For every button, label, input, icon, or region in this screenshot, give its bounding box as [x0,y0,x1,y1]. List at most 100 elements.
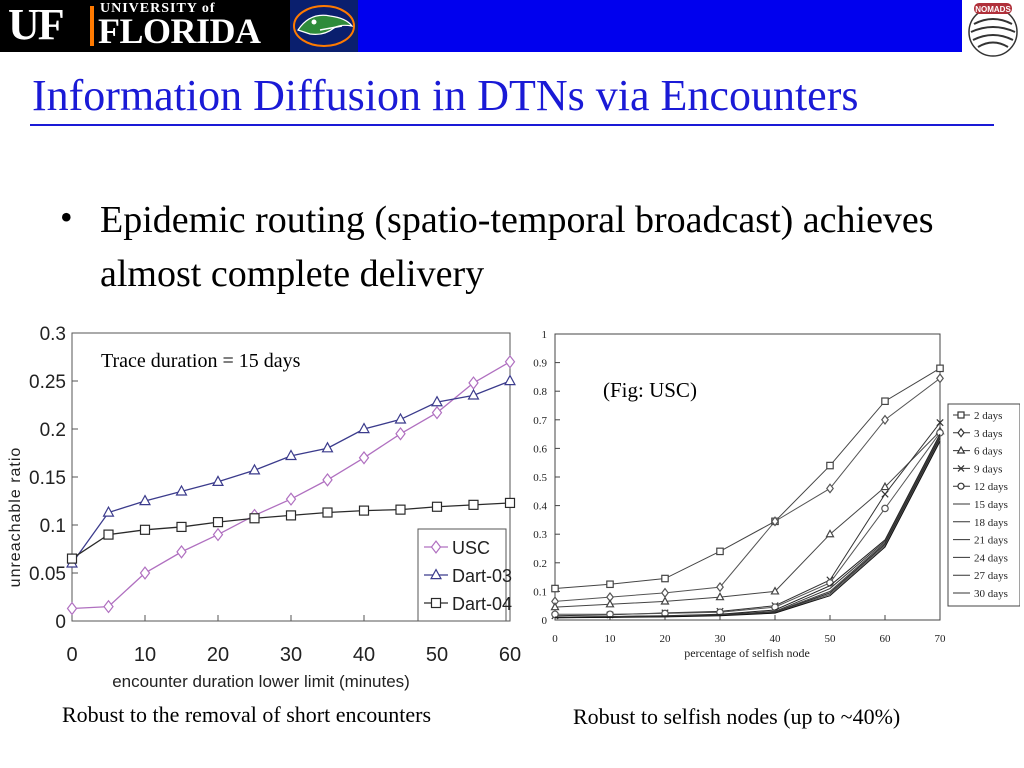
data-point-usc [285,492,297,506]
y-tick-label: 0.9 [533,358,547,370]
data-point-6-days [770,586,780,595]
data-point-2-days [826,461,834,470]
series-line-15-days [554,433,941,618]
legend-label: 15 days [974,499,1008,511]
y-tick-label: 0 [542,615,548,627]
data-point-2-days [606,580,614,589]
series-line-12-days [555,432,941,615]
legend-label: Dart-03 [452,566,512,586]
x-tick-label: 50 [825,633,837,645]
data-point-12-days [551,610,559,619]
data-point-dart-03 [321,441,334,453]
x-tick-label: 20 [660,633,672,645]
data-point-2-days [716,547,724,556]
data-point-6-days [605,599,615,608]
y-tick-label: 0.5 [533,472,547,484]
data-point-dart-03 [431,395,443,407]
y-tick-label: 0.3 [40,324,66,345]
y-axis-label: unreachable ratio [7,447,24,588]
data-point-dart-04 [139,524,151,535]
x-axis-label: encounter duration lower limit (minutes) [112,672,410,691]
data-point-6-days [660,596,670,605]
uf-logo: UF UNIVERSITY of FLORIDA [0,0,290,52]
data-point-9-days [936,419,944,427]
data-point-dart-04 [249,513,260,524]
legend-marker [957,411,965,419]
data-point-2-days [881,397,889,406]
series-line-2-days [554,367,941,590]
y-tick-label: 0.15 [29,468,66,489]
y-tick-label: 0.3 [533,529,547,541]
y-tick-label: 0.2 [533,558,547,570]
x-tick-label: 0 [552,633,558,645]
data-point-3-days [826,483,834,494]
legend-marker [430,597,442,609]
legend-label: 6 days [974,446,1002,458]
legend-marker [957,427,965,438]
x-tick-label: 60 [880,633,892,645]
data-point-dart-03 [394,412,407,424]
legend-marker [430,568,442,580]
data-point-12-days [881,504,889,513]
data-point-dart-04 [395,504,406,515]
bullet-text: Epidemic routing (spatio-temporal broadc… [100,199,934,295]
data-point-dart-04 [212,517,224,528]
y-tick-label: 0.2 [40,420,66,441]
logo-divider [90,6,94,46]
x-tick-label: 30 [280,644,302,666]
selfish-node-chart: 00.10.20.30.40.50.60.70.80.910 10 20 30 40 50… [533,329,1020,660]
data-point-usc [66,601,78,616]
plot-frame [554,333,941,621]
data-point-3-days [936,373,944,384]
data-point-usc [103,599,114,614]
data-point-dart-03 [212,475,224,486]
series-line-6-days [554,430,941,608]
gator-logo-icon [290,0,358,52]
data-point-dart-03 [504,374,516,386]
data-point-usc [176,545,187,559]
x-tick-label: 30 [715,633,727,645]
data-point-usc [395,426,406,441]
y-tick-label: 0.8 [533,386,547,398]
x-tick-label: 70 [935,633,947,645]
legend-label: 21 days [974,535,1008,547]
data-point-6-days [550,602,560,611]
bullet-marker: • [60,197,73,237]
legend-marker [957,482,965,490]
data-point-3-days [771,516,779,527]
data-point-usc [431,405,443,420]
legend-marker [957,464,965,472]
slide-title: Information Diffusion in DTNs via Encoun… [32,71,859,120]
x-tick-label: 0 [66,644,77,666]
x-tick-label: 40 [770,633,782,645]
x-tick-label: 10 [134,644,156,666]
y-tick-label: 0 [55,612,66,633]
x-tick-label: 50 [426,644,448,666]
data-point-dart-03 [175,484,188,496]
legend-marker [956,445,966,454]
data-point-dart-03 [358,422,370,434]
y-tick-label: 0.25 [29,372,66,393]
y-tick-label: 0.4 [533,501,547,513]
data-point-dart-03 [248,463,261,475]
y-tick-label: 1 [542,329,548,341]
legend-box [947,403,1020,607]
data-point-dart-03 [467,388,480,400]
caption-right: Robust to selfish nodes (up to ~40%) [573,704,901,729]
trace-duration-annotation: Trace duration = 15 days [101,350,301,372]
data-point-9-days [881,490,889,498]
title-underline [30,124,994,126]
data-point-3-days [881,414,889,425]
series-line-30-days [554,441,941,619]
data-point-2-days [551,584,559,593]
data-point-6-days [715,592,725,601]
y-tick-label: 0.6 [533,443,547,455]
y-tick-label: 0.1 [40,516,66,537]
data-point-3-days [716,581,724,593]
university-text: UNIVERSITY of [100,1,216,16]
data-point-6-days [825,529,835,538]
series-line-3-days [554,377,941,602]
data-point-2-days [936,364,944,373]
data-point-usc [358,450,370,465]
data-point-dart-04 [504,497,516,509]
